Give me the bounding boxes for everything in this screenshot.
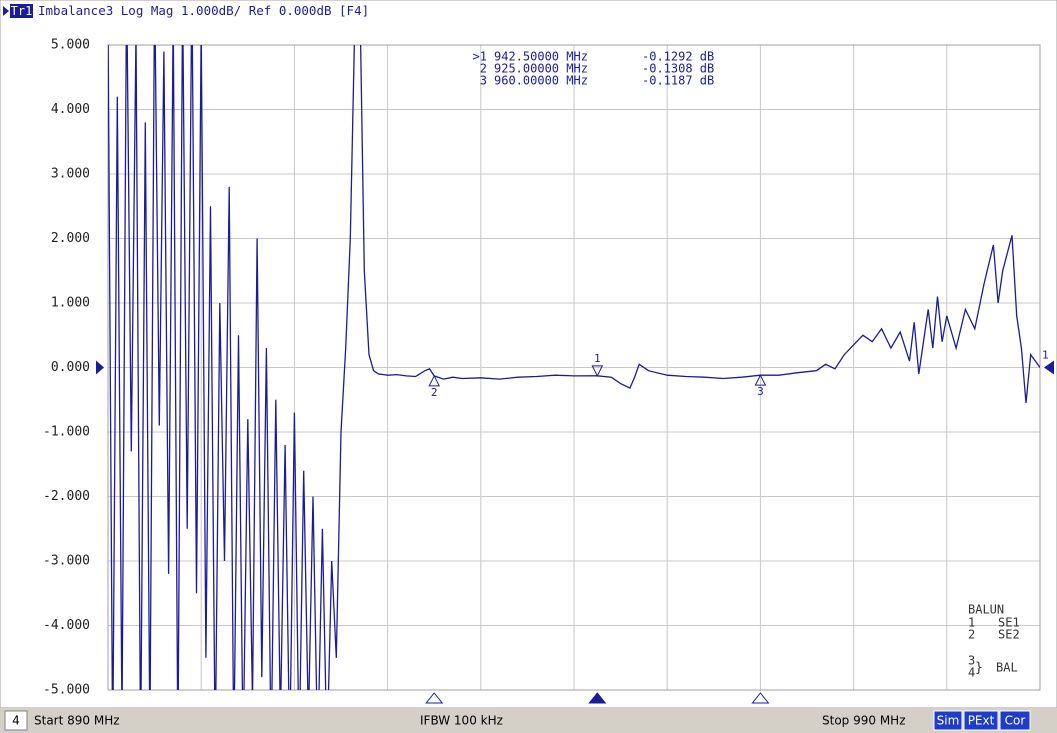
- marker-id: 2: [431, 386, 438, 399]
- marker-id: 3: [757, 385, 764, 398]
- marker-flag: [428, 374, 441, 387]
- balun-port-type: SE1: [998, 616, 1020, 630]
- status-flag: PExt: [968, 714, 995, 728]
- marker-name: 3: [480, 74, 487, 88]
- marker-id: 1: [594, 352, 601, 365]
- balun-title: BALUN: [968, 603, 1004, 617]
- y-tick-label: 4.000: [51, 102, 90, 117]
- status-flag: Cor: [1005, 714, 1026, 728]
- marker-name: 2: [480, 62, 487, 76]
- trace-badge[interactable]: [10, 4, 33, 18]
- status-flag-box[interactable]: [933, 710, 963, 731]
- start: Start 890 MHz: [34, 714, 120, 728]
- marker-axis-triangle: [751, 692, 770, 704]
- channel: 4: [12, 714, 20, 728]
- balun-port: 2: [968, 628, 975, 642]
- trace-id: 1: [1042, 349, 1049, 362]
- y-tick-label: -2.000: [43, 489, 90, 504]
- status-flag-box[interactable]: [999, 710, 1031, 731]
- y-tick-label: -3.000: [43, 554, 90, 569]
- y-tick-label: 5.000: [51, 38, 90, 53]
- trace-indicator: [3, 6, 9, 16]
- y-tick-label: -5.000: [43, 683, 90, 698]
- marker-value: -0.1187 dB: [642, 74, 714, 88]
- balun-bal-port: 3: [968, 654, 975, 668]
- marker-axis-triangle: [588, 692, 607, 704]
- stop: Stop 990 MHz: [822, 714, 906, 728]
- ref-arrow-right: [1044, 360, 1054, 375]
- marker-flag: [591, 365, 604, 377]
- balun-port: 1: [968, 616, 975, 630]
- ref-arrow-left: [96, 360, 104, 375]
- y-tick-label: 2.000: [51, 231, 90, 246]
- status-bar: [0, 708, 1057, 733]
- status-flag-box[interactable]: [963, 710, 999, 731]
- marker-flag: [754, 374, 767, 386]
- marker-freq: 925.00000 MHz: [494, 62, 588, 76]
- trace-name: Tr1: [11, 4, 33, 18]
- y-tick-label: 3.000: [51, 167, 90, 182]
- balun-bal: BAL: [996, 661, 1018, 675]
- trace-header: Imbalance3 Log Mag 1.000dB/ Ref 0.000dB …: [38, 3, 369, 18]
- marker-value: -0.1292 dB: [642, 50, 714, 64]
- marker-freq: 960.00000 MHz: [494, 74, 588, 88]
- y-tick-label: 0.000: [51, 360, 90, 375]
- marker-axis-triangle: [425, 692, 444, 704]
- trace: [108, 45, 1040, 690]
- y-tick-label: -4.000: [43, 618, 90, 633]
- channel-box[interactable]: [4, 710, 28, 731]
- marker-value: -0.1308 dB: [642, 62, 714, 76]
- marker-freq: 942.50000 MHz: [494, 50, 588, 64]
- balun-bal-port: 4: [968, 666, 975, 680]
- balun-port-type: SE2: [998, 628, 1020, 642]
- marker-name: >1: [473, 50, 487, 64]
- ifbw: IFBW 100 kHz: [420, 714, 503, 728]
- balun-brace: }: [975, 661, 983, 676]
- status-flag: Sim: [937, 714, 960, 728]
- y-tick-label: 1.000: [51, 296, 90, 311]
- y-tick-label: -1.000: [43, 425, 90, 440]
